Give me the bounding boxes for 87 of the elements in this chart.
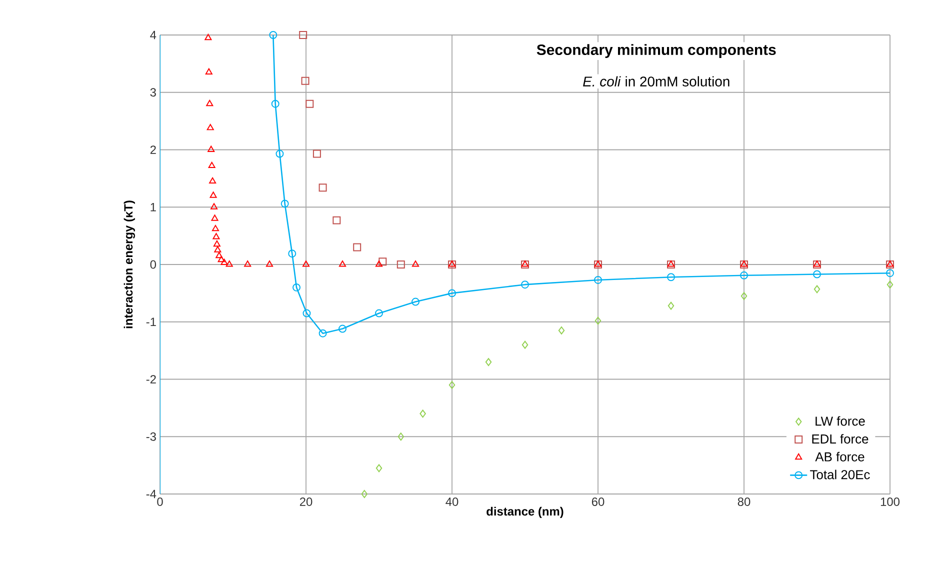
point bbox=[301, 76, 310, 85]
x-tick-label: 20 bbox=[300, 498, 312, 506]
point bbox=[814, 285, 820, 294]
point bbox=[205, 68, 212, 75]
point bbox=[594, 316, 602, 325]
y-tick-label: 1 bbox=[150, 203, 156, 212]
point bbox=[376, 464, 382, 472]
point bbox=[288, 250, 296, 258]
y-tick-label: -4 bbox=[146, 490, 156, 498]
x-tick-label: 100 bbox=[880, 498, 900, 506]
point bbox=[558, 326, 565, 334]
point bbox=[218, 256, 225, 262]
point bbox=[306, 100, 314, 108]
point bbox=[206, 100, 214, 106]
point bbox=[668, 302, 674, 310]
point bbox=[448, 381, 456, 389]
point bbox=[338, 324, 346, 333]
point bbox=[485, 358, 492, 366]
point bbox=[208, 162, 216, 168]
y-tick-label: 0 bbox=[150, 260, 156, 269]
point bbox=[276, 150, 284, 158]
point bbox=[226, 260, 233, 267]
y-tick-label: -3 bbox=[146, 432, 156, 441]
point bbox=[214, 246, 222, 252]
point bbox=[266, 260, 274, 267]
point bbox=[332, 216, 341, 224]
point bbox=[220, 258, 228, 266]
legend-label: EDL force bbox=[812, 434, 868, 444]
point bbox=[338, 260, 346, 267]
point bbox=[204, 34, 212, 40]
point bbox=[522, 340, 528, 349]
legend-label: AB force bbox=[815, 452, 864, 462]
point bbox=[302, 309, 311, 318]
point bbox=[813, 270, 821, 278]
point bbox=[299, 31, 308, 39]
point bbox=[412, 260, 420, 267]
y-tick-label: 3 bbox=[150, 88, 156, 97]
point bbox=[210, 192, 217, 198]
point bbox=[396, 260, 405, 268]
point bbox=[740, 271, 748, 280]
point bbox=[206, 124, 214, 130]
point bbox=[208, 146, 215, 152]
point bbox=[521, 280, 529, 289]
point bbox=[209, 177, 216, 184]
point bbox=[667, 273, 675, 282]
point bbox=[375, 309, 383, 318]
y-tick-label: 4 bbox=[150, 30, 156, 40]
point bbox=[312, 150, 321, 158]
legend-label: Total 20Ec bbox=[810, 470, 870, 480]
point bbox=[210, 203, 218, 210]
point bbox=[212, 224, 220, 232]
point bbox=[318, 329, 327, 338]
legend-label: LW force bbox=[816, 416, 865, 426]
x-tick-label: 0 bbox=[157, 498, 163, 506]
text: E. coli in 20mM solution bbox=[583, 76, 730, 86]
point bbox=[886, 280, 894, 289]
point bbox=[318, 184, 327, 192]
x-tick-label: 80 bbox=[738, 498, 750, 506]
y-tick-label: -2 bbox=[146, 375, 156, 384]
point bbox=[886, 269, 894, 278]
point bbox=[448, 289, 456, 298]
point bbox=[269, 31, 278, 39]
point bbox=[412, 298, 420, 306]
point bbox=[398, 432, 404, 441]
y-tick-label: 2 bbox=[150, 146, 156, 154]
point bbox=[280, 200, 289, 208]
point bbox=[378, 258, 387, 266]
point bbox=[213, 240, 220, 247]
point bbox=[302, 260, 310, 267]
point bbox=[292, 283, 300, 292]
point bbox=[211, 214, 218, 221]
y-tick-label: -1 bbox=[146, 318, 156, 326]
point bbox=[212, 232, 220, 240]
text: Secondary minimum components bbox=[536, 44, 776, 58]
point bbox=[375, 260, 383, 267]
point bbox=[216, 252, 223, 258]
point bbox=[420, 410, 426, 418]
point bbox=[361, 490, 368, 498]
point bbox=[594, 276, 602, 284]
point bbox=[271, 100, 280, 108]
x-tick-label: 40 bbox=[446, 498, 458, 506]
y-axis-title: interaction energy (κT) bbox=[124, 200, 136, 328]
x-tick-label: 60 bbox=[592, 498, 604, 506]
x-axis-title: distance (nm) bbox=[486, 506, 564, 518]
point bbox=[353, 243, 362, 252]
point bbox=[244, 260, 252, 267]
point bbox=[740, 292, 748, 300]
